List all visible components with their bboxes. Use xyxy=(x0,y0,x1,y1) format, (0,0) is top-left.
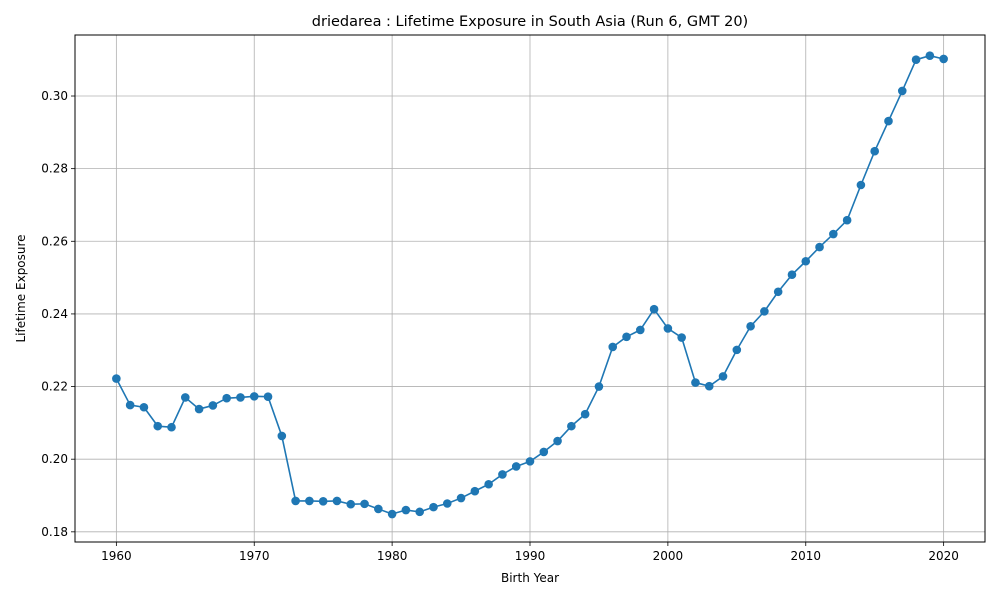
data-point xyxy=(387,509,397,519)
data-point xyxy=(442,499,452,508)
y-tick-label: 0.30 xyxy=(41,89,68,103)
data-point xyxy=(856,180,866,190)
data-point xyxy=(787,270,797,279)
data-point xyxy=(718,372,728,381)
data-point xyxy=(746,321,755,331)
y-tick-label: 0.28 xyxy=(41,162,68,176)
data-point xyxy=(829,229,838,239)
data-point xyxy=(401,505,411,515)
data-point xyxy=(456,493,466,503)
data-point xyxy=(649,304,659,314)
data-point xyxy=(112,374,121,383)
data-point xyxy=(236,393,245,402)
data-point xyxy=(897,86,907,96)
data-point xyxy=(484,479,493,489)
data-point xyxy=(636,325,645,335)
data-point xyxy=(911,55,921,64)
data-point xyxy=(884,116,893,126)
y-tick-label: 0.22 xyxy=(41,380,68,394)
data-point xyxy=(153,421,163,431)
data-point xyxy=(815,242,824,252)
data-point xyxy=(939,54,948,64)
y-tick-label: 0.20 xyxy=(41,452,68,466)
y-tick-label: 0.18 xyxy=(41,525,68,539)
data-point xyxy=(470,486,480,496)
data-point xyxy=(539,447,549,457)
data-point xyxy=(608,342,618,352)
y-axis-ticks: 0.18 0.20 0.22 0.24 0.26 0.28 0.30 xyxy=(41,89,75,539)
grid-lines xyxy=(75,35,985,542)
data-point xyxy=(263,392,273,402)
x-tick-label: 2020 xyxy=(928,549,959,563)
data-point xyxy=(249,392,259,401)
data-point xyxy=(553,436,562,446)
chart-title: driedarea : Lifetime Exposure in South A… xyxy=(312,14,748,30)
y-axis-label: Lifetime Exposure xyxy=(14,234,28,342)
data-point xyxy=(691,378,700,387)
data-point xyxy=(139,402,149,412)
data-point xyxy=(208,401,218,410)
data-point xyxy=(677,333,686,342)
x-axis-label: Birth Year xyxy=(501,571,559,585)
data-point xyxy=(732,345,742,355)
data-point xyxy=(525,457,535,466)
x-tick-label: 1970 xyxy=(239,549,270,563)
data-point xyxy=(167,422,176,432)
data-point xyxy=(305,496,314,506)
data-point xyxy=(374,504,383,514)
data-point xyxy=(663,324,673,333)
data-point xyxy=(194,404,204,414)
data-point xyxy=(498,470,507,479)
x-tick-label: 1960 xyxy=(101,549,132,563)
x-tick-label: 1990 xyxy=(515,549,546,563)
data-point xyxy=(318,497,328,506)
data-point xyxy=(580,409,590,419)
data-point xyxy=(567,421,576,431)
data-point xyxy=(429,502,438,512)
data-point xyxy=(622,332,631,342)
data-point xyxy=(801,256,811,266)
data-point xyxy=(125,400,135,410)
y-tick-label: 0.24 xyxy=(41,307,68,321)
x-axis-ticks: 1960 1970 1980 1990 2000 2010 2020 xyxy=(101,542,959,563)
data-point xyxy=(332,496,342,506)
data-point xyxy=(594,382,604,391)
data-point xyxy=(760,307,769,316)
data-point xyxy=(925,51,935,61)
data-point xyxy=(291,496,300,506)
x-tick-label: 2000 xyxy=(653,549,684,563)
data-point xyxy=(870,146,879,156)
y-tick-label: 0.26 xyxy=(41,234,68,248)
series-layer xyxy=(112,51,948,519)
data-point xyxy=(511,462,521,471)
data-point xyxy=(842,215,852,225)
data-point xyxy=(773,287,783,297)
data-point xyxy=(222,393,231,403)
data-point xyxy=(704,381,714,391)
x-tick-label: 2010 xyxy=(790,549,821,563)
x-tick-label: 1980 xyxy=(377,549,408,563)
data-point xyxy=(415,507,424,517)
data-point xyxy=(346,499,356,509)
data-point xyxy=(277,431,287,441)
data-point xyxy=(360,499,369,509)
data-point xyxy=(181,393,190,402)
